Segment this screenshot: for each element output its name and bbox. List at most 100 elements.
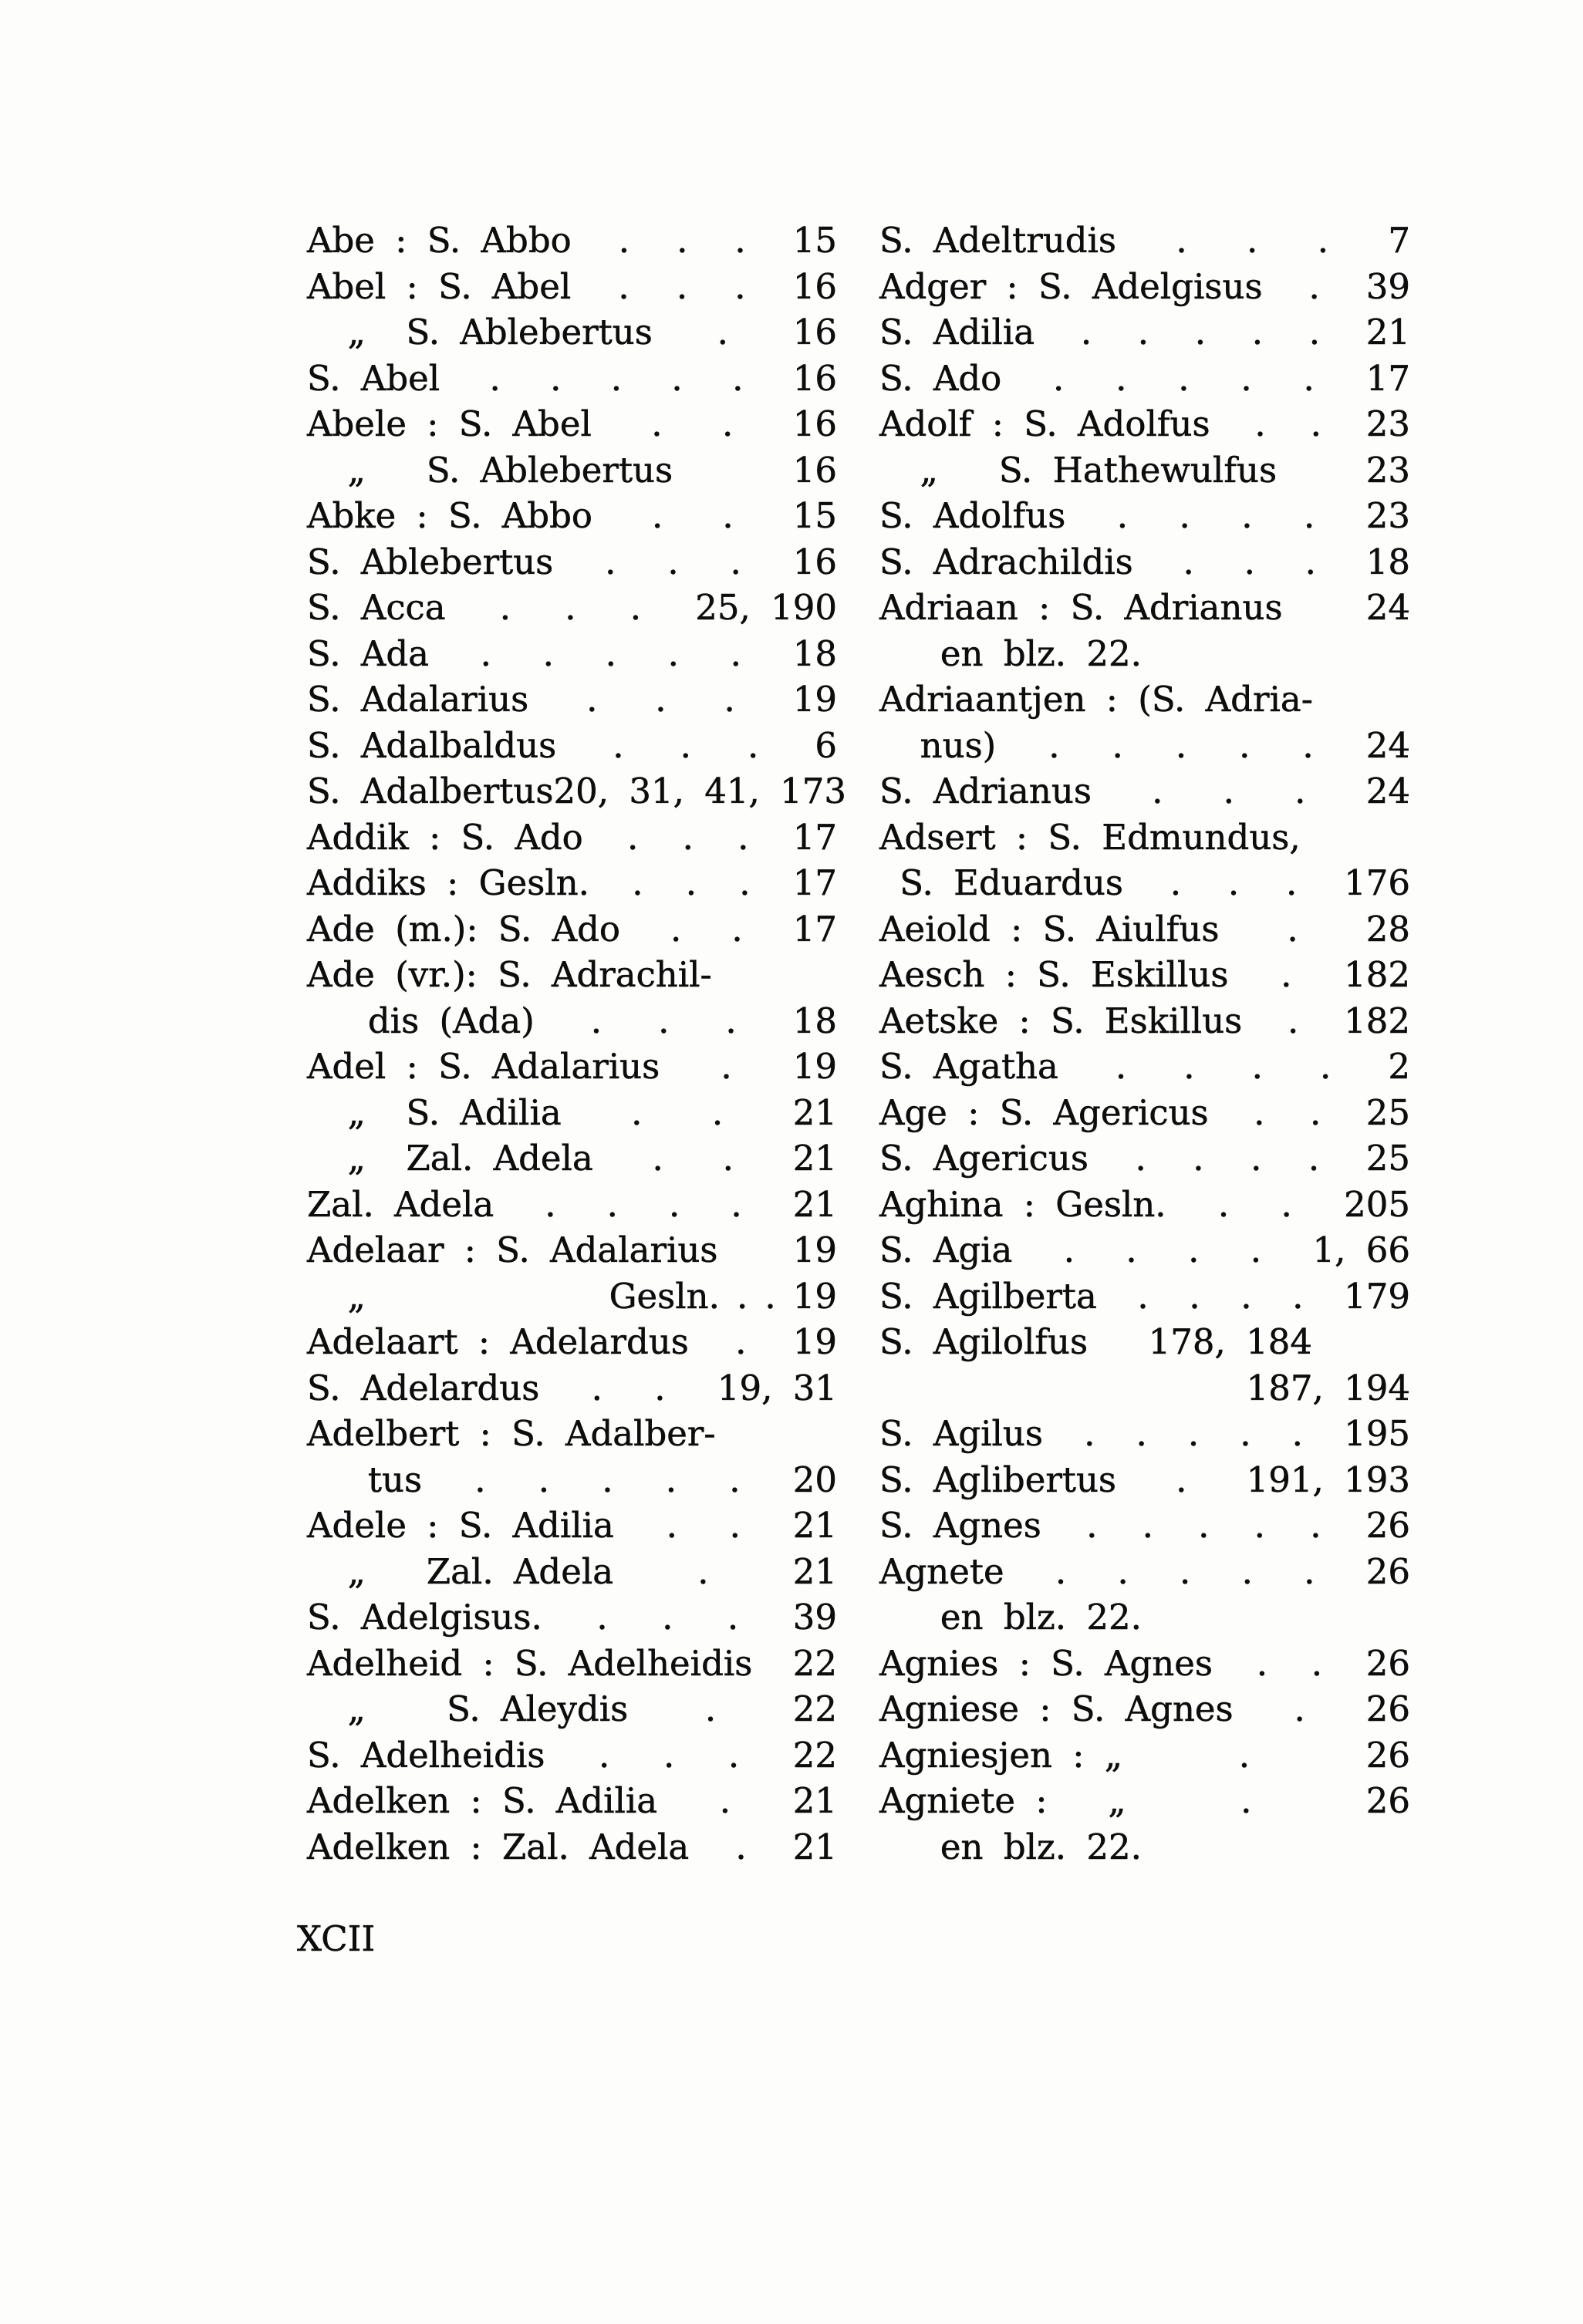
dot-leader: . (1116, 1457, 1247, 1503)
leader-dot: . (1086, 1505, 1098, 1546)
index-entry: S. Adalbaldus... 6 (307, 723, 837, 769)
index-entry: S. Agericus.... 25 (879, 1135, 1411, 1182)
leader-dot: . (1084, 1413, 1095, 1454)
entry-page-ref: 19 (792, 1046, 837, 1087)
leader-dot: . (1116, 495, 1129, 536)
entry-page-ref: 7 (1388, 220, 1410, 261)
leader-dot: . (1319, 1046, 1332, 1087)
entry-label: Abel : S. Abel (307, 265, 572, 307)
index-entry: S. Adilia..... 21 (879, 309, 1411, 356)
leader-dot: . (739, 862, 751, 903)
entry-page-ref: 18 (792, 632, 837, 674)
entry-page-ref: 178, 184 (1148, 1321, 1312, 1362)
leader-dot: . (1117, 1550, 1129, 1592)
leader-dot: . (729, 1459, 741, 1500)
entry-label: „ S. Aleydis (307, 1688, 629, 1729)
leader-dot: . (480, 632, 491, 674)
index-column-right: S. Adeltrudis... 7 Adger : S. Adelgisus. 39… (879, 218, 1411, 1870)
entry-page-ref: 26 (1365, 1642, 1410, 1684)
entry-page-ref: 19 (792, 1229, 837, 1270)
index-entry: dis (Ada)... 18 (307, 998, 838, 1044)
leader-dot: . (1311, 1642, 1323, 1684)
entry-page-ref: 26 (1365, 1780, 1410, 1821)
leader-dot: . (474, 1459, 486, 1500)
leader-dot: . (717, 312, 728, 352)
leader-dot: . (1287, 908, 1298, 950)
index-entry: Adelheid : S. Adelheidis 22 (307, 1641, 838, 1687)
entry-page-ref: 16 (792, 541, 837, 582)
entry-label: nus) (879, 724, 997, 766)
entry-label: Adolf : S. Adolfus (879, 403, 1210, 444)
dot-leader: .. (1209, 1090, 1366, 1136)
leader-dot: . (1142, 1505, 1153, 1546)
index-entry: Agniese : S. Agnes. 26 (879, 1686, 1411, 1732)
dot-leader: .... (494, 1182, 792, 1228)
entry-page-ref: 19, 31 (717, 1367, 838, 1408)
entry-label: „ Zal. Adela (307, 1550, 614, 1592)
entry-label: Abele : S. Abel (307, 403, 592, 444)
dot-leader: ... (589, 860, 793, 906)
entry-page-ref: 1, 66 (1312, 1229, 1410, 1270)
index-entry: Abe : S. Abbo... 15 (307, 218, 838, 264)
entry-page-ref: 26 (1365, 1688, 1410, 1729)
entry-label: S. Agilolfus (879, 1321, 1089, 1362)
leader-dot: . (1227, 862, 1240, 903)
entry-label: Adriaantjen : (S. Adria- (879, 679, 1313, 720)
leader-dot: . (671, 357, 683, 399)
entry-label: Agniete : „ (879, 1780, 1126, 1821)
leader-dot: . (1256, 1642, 1268, 1684)
entry-label: „ S. Adilia (307, 1091, 562, 1133)
index-entry: S. Agilberta.... 179 (879, 1273, 1410, 1320)
entry-page-ref: 25 (1365, 1138, 1410, 1179)
leader-dot: . (1176, 220, 1187, 261)
entry-label: S. Abel (307, 357, 440, 399)
entry-label: Ade (m.): S. Ado (307, 908, 621, 950)
index-entry: S. Adelardus.. 19, 31 (307, 1365, 838, 1412)
entry-page-ref: 19 (792, 1321, 837, 1362)
index-entry: „ Gesln... 19 (307, 1273, 837, 1320)
index-entry: S. Abel..... 16 (307, 356, 838, 402)
dot-leader: ... (446, 585, 696, 631)
leader-dot: . (651, 403, 663, 444)
entry-page-ref: 22 (792, 1688, 837, 1729)
dot-leader: . (613, 1549, 793, 1595)
entry-page-ref: 6 (815, 724, 837, 766)
leader-dot: . (727, 1734, 740, 1776)
leader-dot: . (1294, 1688, 1305, 1729)
leader-dot: . (721, 1046, 732, 1087)
entry-page-ref: 17 (792, 862, 837, 903)
leader-dot: . (1179, 495, 1190, 536)
dot-leader: . (1219, 906, 1365, 953)
entry-page-ref: 191, 193 (1246, 1459, 1410, 1500)
leader-dot: . (1183, 1046, 1195, 1087)
index-entry: Adelaart : Adelardus. 19 (307, 1319, 838, 1365)
leader-dot: . (1198, 1505, 1210, 1546)
leader-dot: . (1250, 1229, 1262, 1270)
index-entry: S. Adelgisus.... 39 (307, 1594, 838, 1641)
index-entry: en blz. 22. (879, 1594, 1410, 1641)
entry-label: Addik : S. Ado (307, 816, 583, 858)
entry-page-ref: 21 (792, 1138, 837, 1179)
leader-dot: . (629, 587, 642, 628)
dot-leader: ... (571, 264, 792, 310)
leader-dot: . (1310, 1505, 1321, 1546)
leader-dot: . (1288, 1000, 1299, 1041)
entry-page-ref: 22 (792, 1734, 837, 1776)
entry-label: S. Adolfus (879, 495, 1066, 536)
leader-dot: . (732, 357, 744, 399)
entry-label: Agniese : S. Agnes (879, 1688, 1234, 1729)
leader-dot: . (1240, 1275, 1252, 1317)
entry-label: Zal. Adela (307, 1183, 494, 1225)
leader-dot: . (627, 816, 639, 858)
leader-dot: . (736, 1275, 748, 1317)
dot-leader: ... (542, 1594, 793, 1641)
leader-dot: . (729, 1505, 741, 1546)
entry-page-ref: 22 (792, 1642, 837, 1684)
index-entry: en blz. 22. (879, 631, 1410, 677)
entry-page-ref: 18 (1365, 541, 1410, 582)
entry-label: S. Agilus (879, 1413, 1044, 1454)
leader-dot: . (542, 632, 554, 674)
leader-dot: . (1241, 1550, 1253, 1592)
leader-dot: . (697, 1550, 709, 1592)
entry-page-ref: 21 (792, 1183, 837, 1225)
